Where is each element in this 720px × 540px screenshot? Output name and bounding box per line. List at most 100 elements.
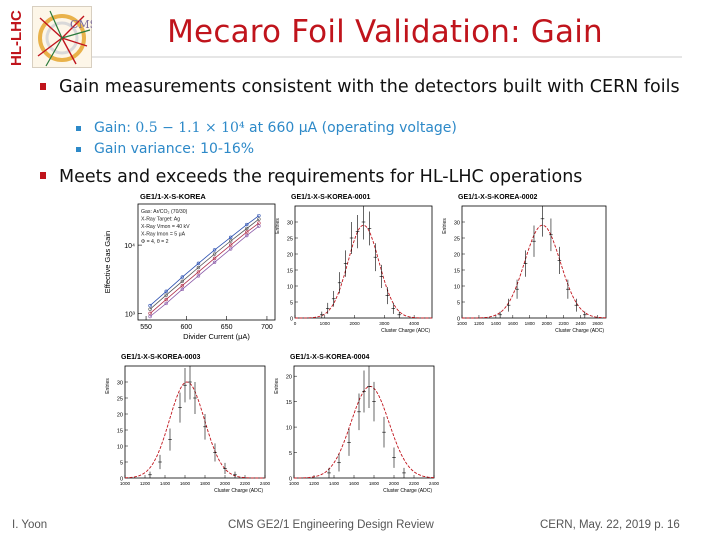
y-tick-label: 30 (287, 221, 293, 227)
data-point (180, 279, 185, 284)
cms-logo: CMS (32, 6, 97, 68)
x-tick-label: 1200 (140, 481, 151, 486)
y-tick-label: 15 (117, 429, 123, 435)
y-tick-label: 5 (289, 451, 292, 457)
gain-curve-plot: GE1/1-X-S-KOREA Gas: Ar/CO₂ (70/30) X-Ray … (100, 190, 280, 350)
gain-range-math: 0.5 − 1.1 × 10⁴ (135, 120, 245, 136)
data-point (245, 226, 249, 231)
x-tick-label: 1800 (200, 481, 211, 486)
footer-date: CERN, May. 22, 2019 (540, 519, 652, 531)
x-tick-label: 2200 (240, 481, 251, 486)
x-tick-label: 1000 (457, 321, 468, 326)
x-tick-label: 1400 (491, 321, 502, 326)
hl-lhc-logo-text: HL-LHC (8, 10, 25, 66)
chart-annotation: Gas: Ar/CO₂ (70/30) (141, 209, 188, 215)
y-tick-label: 25 (117, 397, 123, 403)
bullet-2: Meets and exceeds the requirements for H… (40, 167, 680, 187)
data-point (257, 213, 261, 218)
x-tick-label: 2600 (592, 321, 603, 326)
chart-annotation: X-Ray Vmon = 40 kV (141, 224, 190, 230)
bullet-1: Gain measurements consistent with the de… (40, 78, 680, 97)
chart-title: GE1/1-X-S-KOREA-0004 (290, 354, 369, 361)
x-tick-label: 1200 (309, 481, 320, 486)
data-point (245, 230, 249, 234)
data-point (148, 311, 152, 316)
x-tick-label: 0 (294, 321, 297, 326)
y-tick-label: 15 (286, 400, 292, 406)
y-tick-label: 10 (287, 285, 293, 291)
series-line (149, 215, 260, 306)
x-tick-label: 600 (181, 324, 193, 331)
y-tick-label: 5 (120, 461, 123, 467)
x-tick-label: 1600 (180, 481, 191, 486)
bullet-1-text: Gain measurements consistent with the de… (59, 77, 680, 97)
series-line (149, 218, 260, 310)
header-divider (92, 56, 682, 58)
data-point (228, 235, 233, 240)
x-axis-label: Cluster Charge (ADC) (383, 488, 432, 494)
y-tick-label: 20 (287, 253, 293, 259)
y-tick-label: 5 (457, 301, 460, 307)
chart-annotation: X-Ray Target: Ag (141, 217, 180, 223)
plot-frame (137, 203, 276, 321)
data-point (196, 265, 201, 270)
x-tick-label: 1600 (349, 481, 360, 486)
bullet-marker (40, 172, 46, 179)
data-point (196, 270, 201, 274)
y-tick-label: 0 (120, 477, 123, 483)
data-point (164, 289, 168, 294)
hl-lhc-logo: HL-LHC (6, 8, 28, 70)
sub-bullet-1-prefix: Gain: (94, 120, 136, 136)
x-tick-label: 2000 (349, 321, 360, 326)
y-tick-label: 10 (117, 445, 123, 451)
y-tick-label: 10⁴ (124, 243, 135, 250)
y-tick-label: 5 (290, 301, 293, 307)
x-tick-label: 3000 (379, 321, 390, 326)
data-point (257, 224, 261, 228)
data-point (212, 256, 217, 261)
x-tick-label: 1800 (369, 481, 380, 486)
sub-bullet-marker (76, 126, 81, 131)
data-point (228, 243, 233, 247)
y-tick-label: 15 (287, 269, 293, 275)
histogram-0001-svg: GE1/1-X-S-KOREA-0001 0 5 10 15 20 25 30 0 1000 200… (275, 194, 433, 334)
y-tick-label: 30 (454, 221, 460, 227)
y-tick-label: 10 (454, 285, 460, 291)
data-point (212, 260, 217, 264)
histogram-0002: GE1/1-X-S-KOREA-0002 0 5 10 15 20 25 30 1000 1200… (440, 190, 612, 345)
sub-bullet-2-text: Gain variance: 10-16% (94, 141, 255, 157)
y-axis-label: Entries (105, 378, 111, 394)
bullet-2-text: Meets and exceeds the requirements for H… (59, 167, 583, 187)
data-point (148, 303, 152, 308)
y-tick-label: 0 (290, 317, 293, 323)
sub-bullet-2: Gain variance: 10-16% (76, 141, 676, 157)
y-axis-label: Entries (274, 378, 280, 394)
data-point (196, 261, 201, 266)
x-tick-label: 2000 (542, 321, 553, 326)
chart-title: GE1/1-X-S-KOREA-0002 (458, 194, 537, 201)
chart-title: GE1/1-X-S-KOREA (140, 192, 206, 201)
histogram-0003: GE1/1-X-S-KOREA-0003 0 5 10 15 20 25 30 1000 1200… (103, 350, 271, 505)
x-tick-label: 1000 (120, 481, 131, 486)
bullet-marker (40, 83, 46, 90)
footer-event: CMS GE2/1 Engineering Design Review (228, 519, 434, 531)
series-line (149, 225, 260, 317)
histogram-0001: GE1/1-X-S-KOREA-0001 0 5 10 15 20 25 30 0 1000 200… (273, 190, 438, 345)
sub-bullet-1: Gain: 0.5 − 1.1 × 10⁴ at 660 μA (operati… (76, 120, 676, 136)
x-axis-label: Cluster Charge (ADC) (555, 328, 604, 334)
fit-curve (462, 224, 606, 319)
x-tick-label: 1200 (474, 321, 485, 326)
data-point (196, 274, 201, 278)
data-point (245, 233, 249, 238)
y-tick-label: 10 (286, 426, 292, 432)
x-tick-label: 2400 (429, 481, 440, 486)
data-point (228, 247, 233, 251)
data-point (148, 307, 152, 311)
y-tick-label: 15 (454, 269, 460, 275)
x-tick-label: 1400 (329, 481, 340, 486)
y-tick-label: 0 (457, 317, 460, 323)
x-tick-label: 2000 (220, 481, 231, 486)
plot-frame (461, 205, 607, 319)
y-tick-label: 25 (287, 237, 293, 243)
